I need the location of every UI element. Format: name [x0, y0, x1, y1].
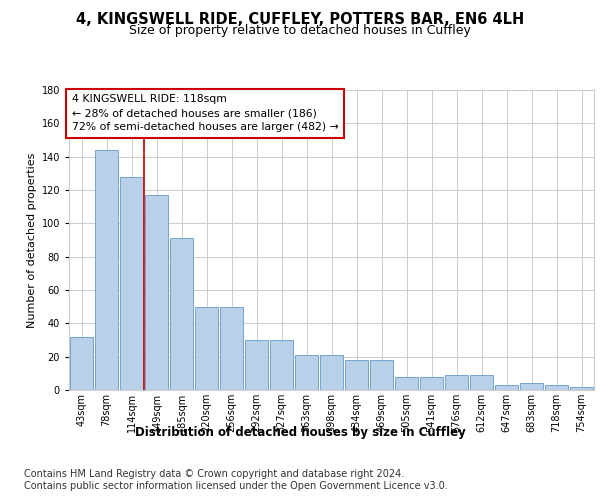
Bar	[195, 306, 218, 390]
Bar	[395, 376, 418, 390]
Bar	[145, 195, 168, 390]
Text: Size of property relative to detached houses in Cuffley: Size of property relative to detached ho…	[129, 24, 471, 37]
Y-axis label: Number of detached properties: Number of detached properties	[28, 152, 37, 328]
Bar	[245, 340, 268, 390]
Bar	[470, 375, 493, 390]
Text: Contains HM Land Registry data © Crown copyright and database right 2024.: Contains HM Land Registry data © Crown c…	[24, 469, 404, 479]
Bar	[70, 336, 93, 390]
Bar	[570, 386, 593, 390]
Bar	[420, 376, 443, 390]
Bar	[495, 385, 518, 390]
Bar	[295, 355, 318, 390]
Bar	[445, 375, 468, 390]
Text: 4, KINGSWELL RIDE, CUFFLEY, POTTERS BAR, EN6 4LH: 4, KINGSWELL RIDE, CUFFLEY, POTTERS BAR,…	[76, 12, 524, 28]
Bar	[520, 384, 543, 390]
Bar	[370, 360, 393, 390]
Bar	[545, 385, 568, 390]
Text: Contains public sector information licensed under the Open Government Licence v3: Contains public sector information licen…	[24, 481, 448, 491]
Bar	[345, 360, 368, 390]
Bar	[170, 238, 193, 390]
Bar	[120, 176, 143, 390]
Bar	[320, 355, 343, 390]
Bar	[270, 340, 293, 390]
Bar	[220, 306, 243, 390]
Text: 4 KINGSWELL RIDE: 118sqm
← 28% of detached houses are smaller (186)
72% of semi-: 4 KINGSWELL RIDE: 118sqm ← 28% of detach…	[71, 94, 338, 132]
Bar	[95, 150, 118, 390]
Text: Distribution of detached houses by size in Cuffley: Distribution of detached houses by size …	[134, 426, 466, 439]
